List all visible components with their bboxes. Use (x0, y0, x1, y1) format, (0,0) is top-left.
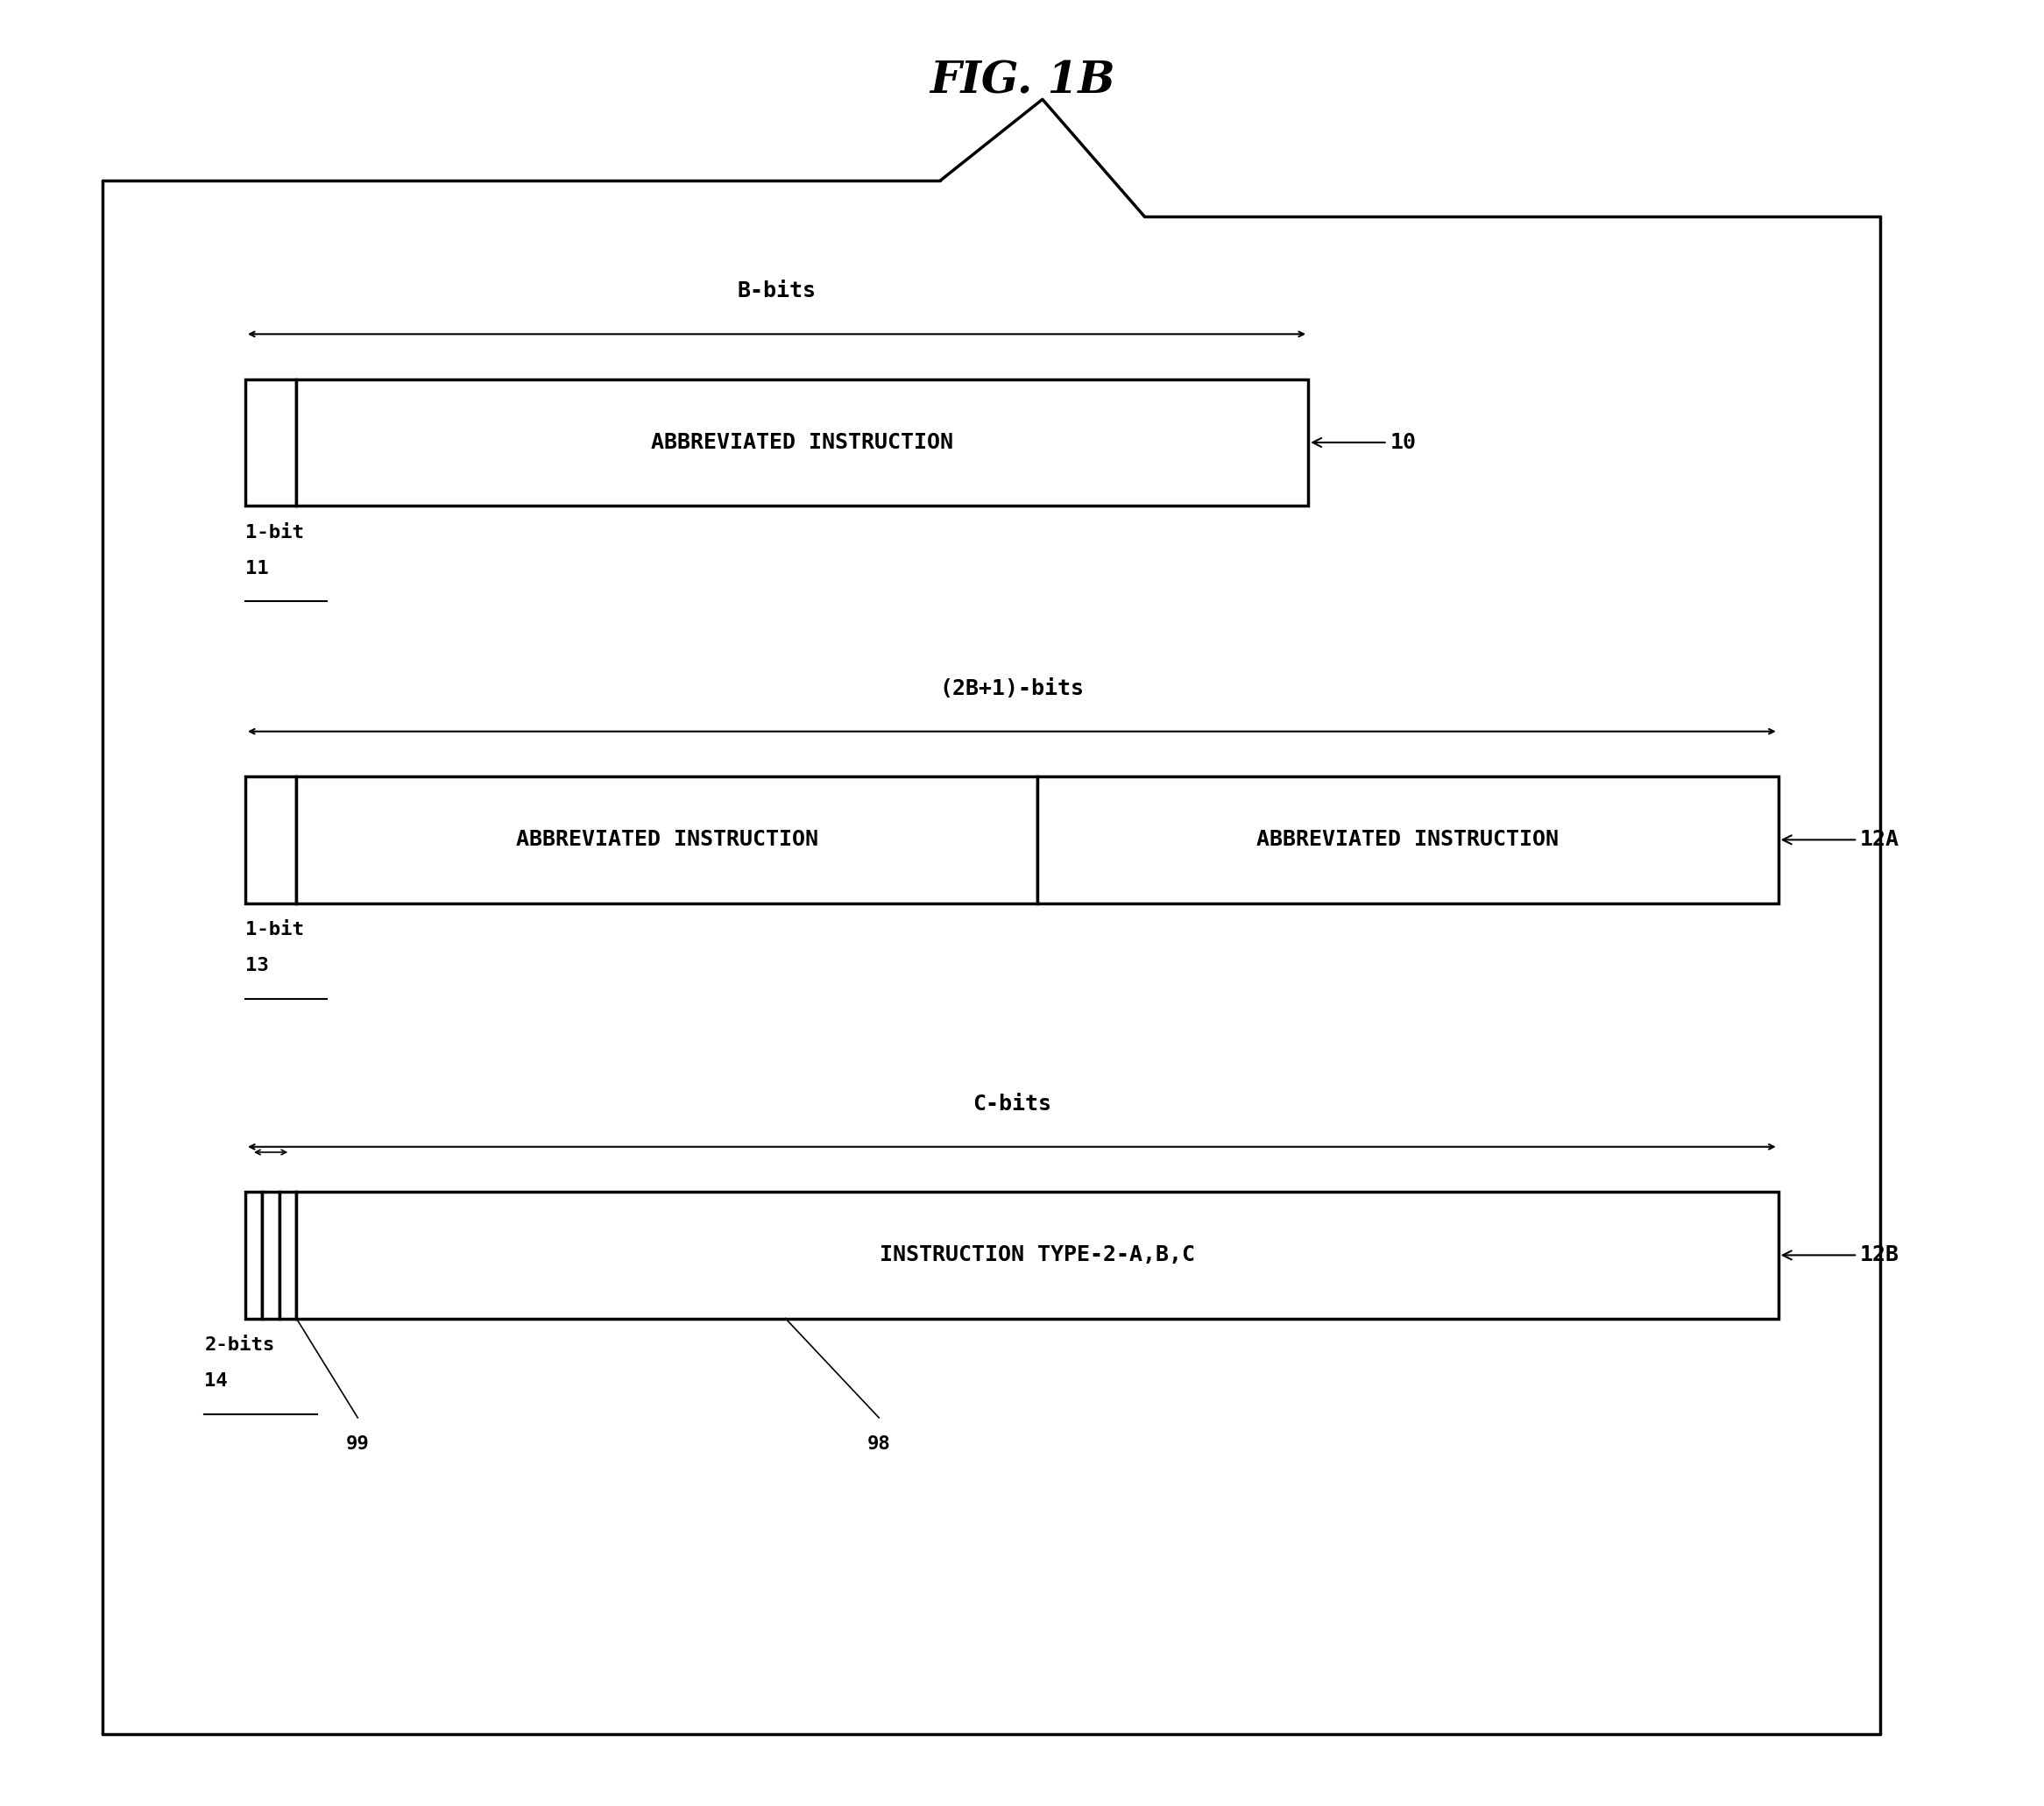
Text: 11: 11 (245, 560, 268, 578)
Bar (1036, 777, 1778, 903)
Text: C-bits: C-bits (973, 1093, 1051, 1114)
Text: 1-bit: 1-bit (245, 524, 305, 542)
Text: ABBREVIATED INSTRUCTION: ABBREVIATED INSTRUCTION (1257, 829, 1560, 851)
Text: 13: 13 (245, 957, 268, 975)
Text: ABBREVIATED INSTRUCTION: ABBREVIATED INSTRUCTION (652, 432, 953, 453)
Text: 12B: 12B (1782, 1244, 1899, 1266)
Text: 1-bit: 1-bit (245, 921, 305, 939)
Text: 14: 14 (204, 1373, 227, 1391)
Text: (2B+1)-bits: (2B+1)-bits (940, 677, 1083, 699)
Bar (245, 1192, 262, 1318)
Text: 98: 98 (867, 1436, 891, 1454)
Bar (262, 1192, 280, 1318)
Text: FIG. 1B: FIG. 1B (930, 60, 1114, 103)
Text: 10: 10 (1312, 432, 1416, 453)
Bar (296, 1192, 1778, 1318)
Bar (245, 777, 296, 903)
Text: ABBREVIATED INSTRUCTION: ABBREVIATED INSTRUCTION (515, 829, 818, 851)
Bar (280, 1192, 296, 1318)
Text: INSTRUCTION TYPE-2-A,B,C: INSTRUCTION TYPE-2-A,B,C (879, 1244, 1196, 1266)
Bar (245, 379, 296, 506)
Text: 2-bits: 2-bits (204, 1336, 274, 1354)
Text: 12A: 12A (1782, 829, 1899, 851)
Bar (296, 777, 1036, 903)
Text: B-bits: B-bits (738, 280, 816, 302)
Bar (296, 379, 1308, 506)
Text: 99: 99 (345, 1436, 370, 1454)
